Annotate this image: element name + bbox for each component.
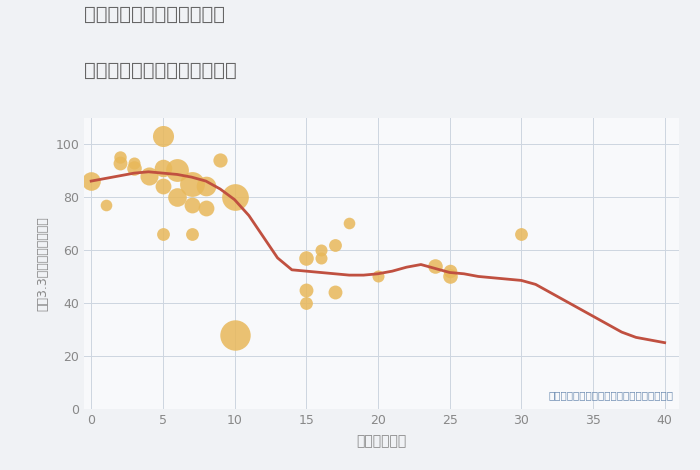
Text: 三重県桑名市多度町上之郷: 三重県桑名市多度町上之郷	[84, 5, 225, 24]
Point	[430, 262, 441, 270]
Point	[129, 164, 140, 172]
Point	[158, 164, 169, 172]
Point	[300, 254, 312, 262]
Point	[186, 230, 197, 238]
Point	[215, 156, 226, 164]
Point	[229, 331, 240, 338]
Point	[200, 204, 211, 212]
Point	[186, 201, 197, 209]
Point	[200, 183, 211, 190]
Point	[329, 241, 340, 249]
Point	[444, 267, 455, 275]
X-axis label: 築年数（年）: 築年数（年）	[356, 434, 407, 448]
Point	[315, 254, 326, 262]
Point	[158, 132, 169, 140]
Point	[300, 299, 312, 307]
Text: 円の大きさは、取引のあった物件面積を示す: 円の大きさは、取引のあった物件面積を示す	[548, 390, 673, 400]
Point	[329, 289, 340, 296]
Point	[186, 180, 197, 188]
Text: 築年数別中古マンション価格: 築年数別中古マンション価格	[84, 61, 237, 80]
Point	[129, 159, 140, 166]
Point	[114, 154, 125, 161]
Point	[114, 159, 125, 166]
Point	[100, 201, 111, 209]
Point	[85, 177, 97, 185]
Point	[300, 286, 312, 293]
Point	[172, 193, 183, 201]
Point	[444, 273, 455, 280]
Point	[172, 167, 183, 174]
Point	[344, 219, 355, 227]
Point	[143, 172, 154, 180]
Point	[315, 246, 326, 254]
Point	[158, 183, 169, 190]
Point	[372, 273, 384, 280]
Point	[516, 230, 527, 238]
Y-axis label: 坪（3.3㎡）単価（万円）: 坪（3.3㎡）単価（万円）	[36, 216, 50, 311]
Point	[158, 230, 169, 238]
Point	[229, 193, 240, 201]
